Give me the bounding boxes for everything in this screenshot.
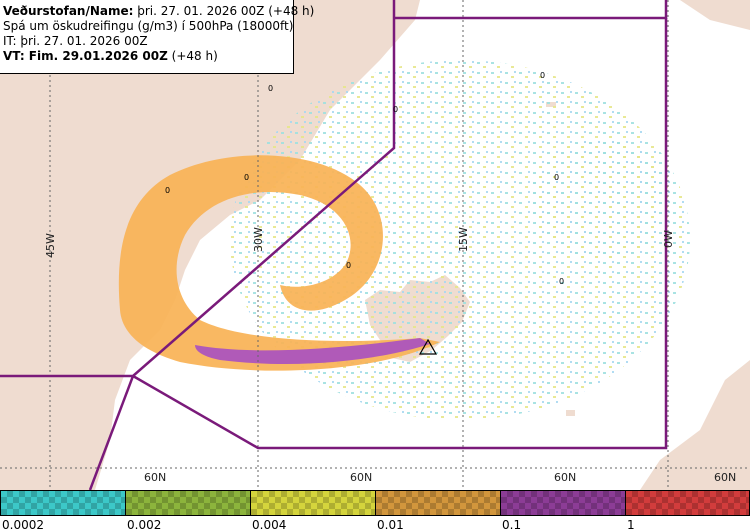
lat-label: 60N [144, 471, 166, 484]
lon-label: 45W [44, 233, 57, 258]
legend-tick: 0.0002 [2, 518, 44, 532]
info-date: þri. 27. 01. 2026 00Z (+48 h) [133, 4, 315, 18]
info-line-1: Veðurstofan/Name: þri. 27. 01. 2026 00Z … [3, 4, 314, 19]
legend-swatch-orange [375, 490, 501, 516]
info-name-label: Veðurstofan/Name: [3, 4, 134, 18]
contour-label: 0 [393, 105, 398, 114]
info-lead-time: (+48 h) [167, 49, 218, 63]
volcano-marker-icon [418, 338, 438, 355]
legend-tick: 1 [627, 518, 635, 532]
legend-swatch-purple [500, 490, 626, 516]
ash-plume-purple [195, 338, 430, 365]
svalbard-land [680, 0, 750, 30]
legend-swatch-red [625, 490, 750, 516]
contour-label: 0 [268, 84, 273, 93]
contour-label: 0 [244, 173, 249, 182]
contour-label: 0 [554, 173, 559, 182]
info-line-4: VT: Fim. 29.01.2026 00Z (+48 h) [3, 49, 293, 64]
info-line-3: IT: þri. 27. 01. 2026 00Z [3, 34, 148, 48]
island [566, 410, 575, 416]
legend-swatch-yellow [250, 490, 376, 516]
forecast-info-box: Veðurstofan/Name: þri. 27. 01. 2026 00Z … [0, 0, 314, 74]
contour-label: 0 [346, 261, 351, 270]
lon-label: 15W [457, 227, 470, 252]
ash-swirl-orange [118, 155, 440, 371]
legend-swatch-cyan [0, 490, 126, 516]
norway-land [640, 360, 750, 490]
contour-label: 0 [559, 277, 564, 286]
lon-label: 30W [252, 227, 265, 252]
concentration-legend: 0.0002 0.002 0.004 0.01 0.1 1 [0, 490, 750, 532]
info-line-2: Spá um öskudreifingu (g/m3) í 500hPa (18… [3, 19, 294, 33]
low-ash-field [530, 140, 670, 260]
contour-label: 0 [540, 71, 545, 80]
lat-label: 60N [554, 471, 576, 484]
legend-tick: 0.01 [377, 518, 404, 532]
lat-label: 60N [350, 471, 372, 484]
lat-label: 60N [714, 471, 736, 484]
lon-label: 0W [662, 230, 675, 248]
info-valid-time: VT: Fim. 29.01.2026 00Z [3, 49, 168, 63]
legend-tick: 0.1 [502, 518, 522, 532]
legend-tick: 0.004 [252, 518, 287, 532]
sector-boundaries [0, 0, 668, 490]
ash-dispersion-map: 45W 30W 15W 0W 60N 60N 60N 60N 0 0 0 0 0… [0, 0, 750, 490]
legend-tick: 0.002 [127, 518, 162, 532]
contour-label: 0 [165, 186, 170, 195]
graticule [0, 0, 750, 490]
legend-swatch-green [125, 490, 251, 516]
